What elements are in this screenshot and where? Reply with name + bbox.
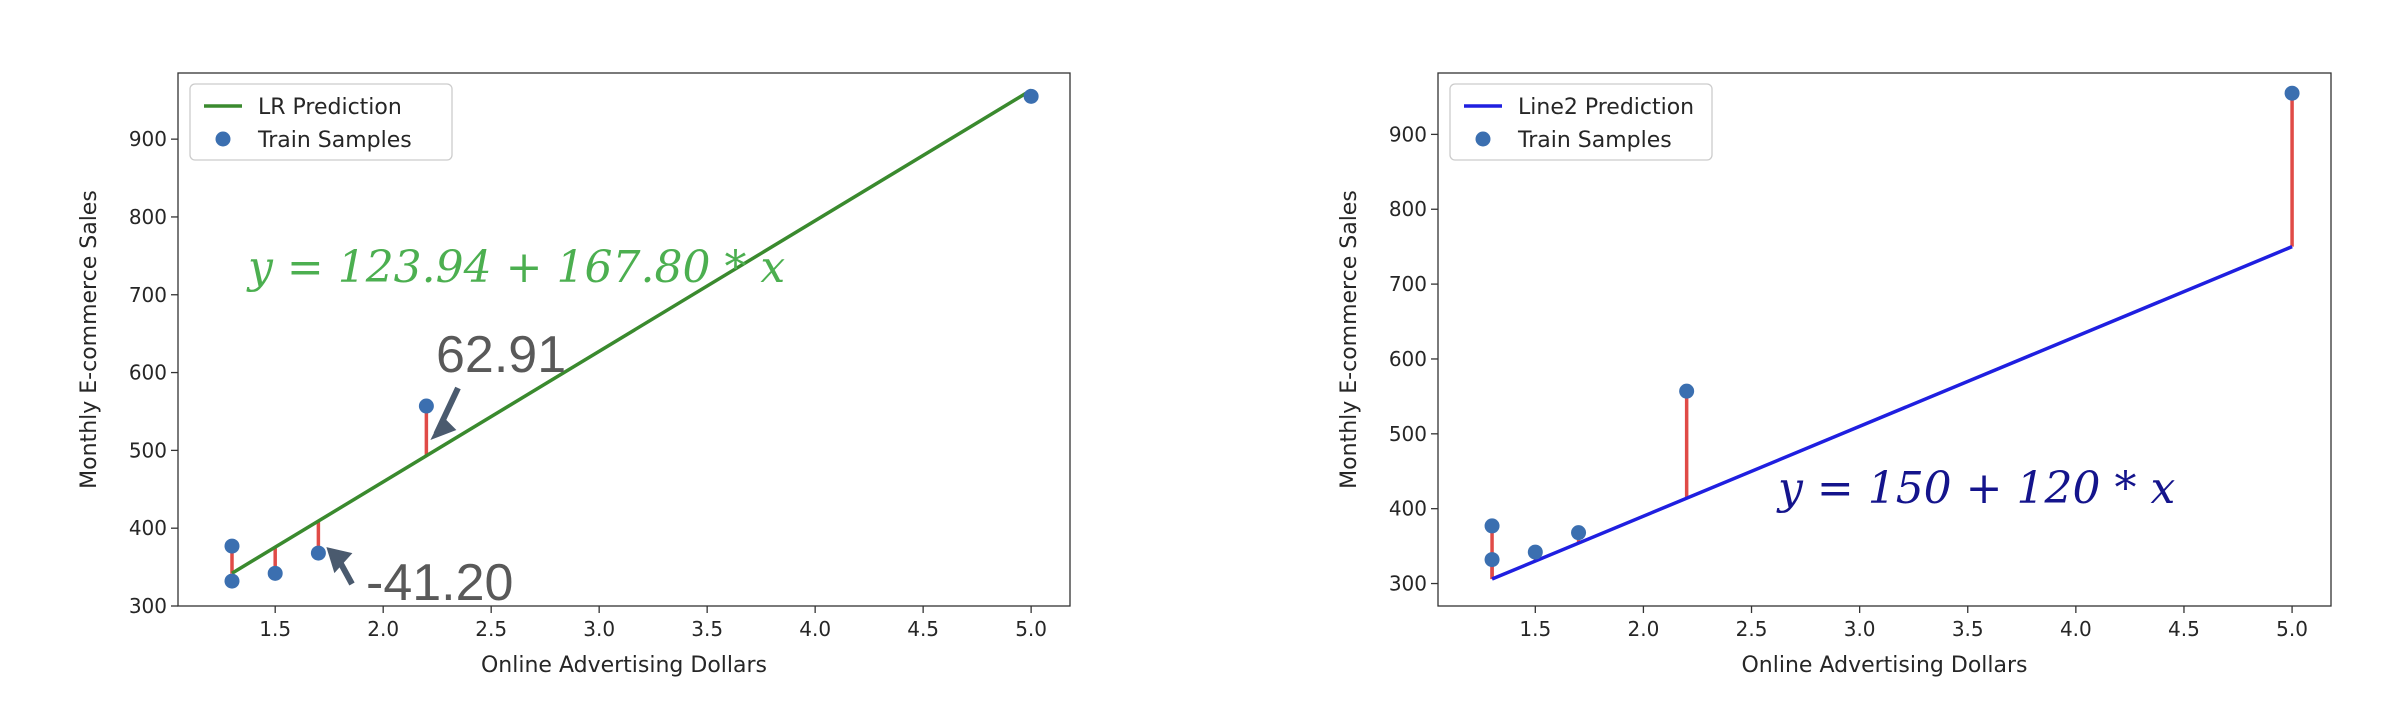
train-sample-point: [1679, 383, 1695, 399]
legend-point-swatch: [215, 131, 231, 147]
legend-point-label: Train Samples: [257, 128, 412, 153]
legend: Line2 Prediction Train Samples: [1449, 83, 1713, 161]
x-tick-label: 3.5: [691, 617, 723, 641]
x-tick-label: 3.0: [583, 617, 615, 641]
y-tick-label: 500: [1389, 422, 1427, 446]
y-tick-label: 700: [1389, 272, 1427, 296]
y-axis-label: Monthly E-commerce Sales: [77, 190, 102, 489]
y-tick-label: 300: [129, 594, 167, 618]
train-sample-point: [2284, 85, 2300, 101]
y-tick-label: 800: [129, 205, 167, 229]
train-sample-point: [224, 538, 240, 554]
y-tick-label: 700: [129, 283, 167, 307]
x-tick-label: 3.5: [1952, 617, 1984, 641]
y-tick-label: 400: [1389, 497, 1427, 521]
prediction-line: [231, 88, 1033, 575]
train-sample-point: [310, 545, 326, 561]
x-tick-label: 1.5: [1519, 617, 1551, 641]
x-axis-label: Online Advertising Dollars: [481, 653, 767, 678]
train-sample-point: [1571, 525, 1587, 541]
y-tick-label: 600: [1389, 347, 1427, 371]
legend-box: [1449, 83, 1713, 161]
x-tick-label: 3.0: [1844, 617, 1876, 641]
y-tick-label: 900: [1389, 122, 1427, 146]
legend-point-swatch: [1475, 131, 1491, 147]
regression-equation: y = 150 + 120 * x: [1776, 463, 2175, 514]
legend-line-label: Line2 Prediction: [1518, 95, 1694, 120]
train-sample-point: [1023, 88, 1039, 104]
residual-annotation-label: 62.91: [436, 326, 566, 384]
chart-panel-2: 1.5 2.0 2.5 3.0 3.5 4.0 4.5 5.0 300 400 500 600 700 8…: [1337, 72, 2332, 678]
x-tick-label: 2.5: [1736, 617, 1768, 641]
x-tick-label: 5.0: [2276, 617, 2308, 641]
legend-line-label: LR Prediction: [258, 95, 402, 120]
x-tick-label: 4.0: [2060, 617, 2092, 641]
x-axis-label: Online Advertising Dollars: [1741, 653, 2027, 678]
train-sample-point: [418, 398, 434, 414]
x-tick-label: 2.0: [367, 617, 399, 641]
plot-area: [1437, 72, 2332, 607]
train-sample-point: [1484, 518, 1500, 534]
y-tick-label: 300: [1389, 572, 1427, 596]
y-tick-label: 900: [129, 127, 167, 151]
y-axis-label: Monthly E-commerce Sales: [1337, 190, 1362, 489]
x-tick-label: 5.0: [1015, 617, 1047, 641]
train-sample-point: [224, 573, 240, 589]
x-tick-label: 2.5: [475, 617, 507, 641]
legend-box: [189, 83, 453, 161]
legend-point-label: Train Samples: [1517, 128, 1672, 153]
x-tick-label: 2.0: [1628, 617, 1660, 641]
y-tick-label: 600: [129, 361, 167, 385]
residual-annotation-label: -41.20: [366, 554, 513, 612]
y-tick-label: 400: [129, 516, 167, 540]
x-tick-label: 4.5: [2168, 617, 2200, 641]
y-tick-label: 500: [129, 438, 167, 462]
y-tick-label: 800: [1389, 197, 1427, 221]
annotation-arrowhead: [326, 547, 353, 574]
regression-equation: y = 123.94 + 167.80 * x: [246, 242, 785, 293]
annotation-arrowhead: [430, 416, 457, 441]
train-sample-point: [1527, 544, 1543, 560]
prediction-line: [1491, 245, 2293, 581]
plot-area: [177, 72, 1071, 607]
train-sample-point: [267, 565, 283, 581]
train-sample-point: [1484, 552, 1500, 568]
x-tick-label: 4.5: [907, 617, 939, 641]
x-tick-label: 1.5: [259, 617, 291, 641]
legend: LR Prediction Train Samples: [189, 83, 453, 161]
x-tick-label: 4.0: [799, 617, 831, 641]
chart-panel-1: 1.5 2.0 2.5 3.0 3.5 4.0 4.5 5.0 300 400 500 600 700 8…: [77, 72, 1071, 678]
